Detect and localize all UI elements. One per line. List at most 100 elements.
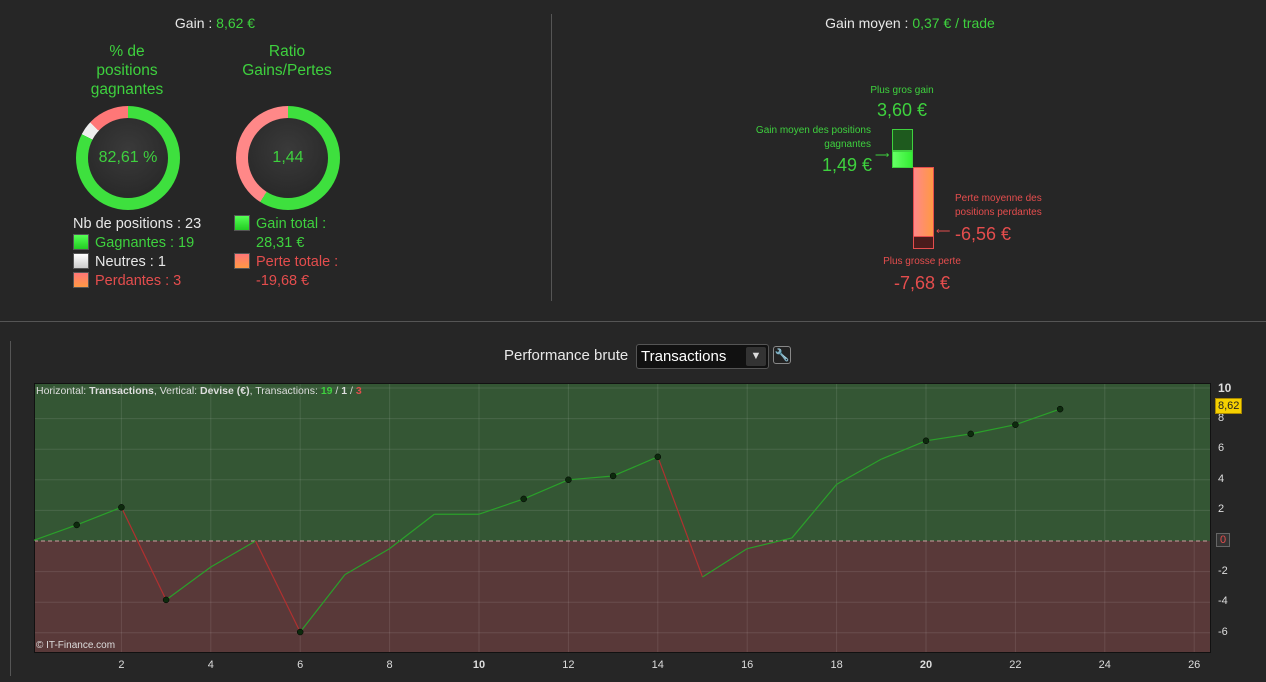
x-tick-label: 26 xyxy=(1188,659,1201,671)
label-line: positions perdantes xyxy=(955,207,1042,218)
win-pct-title: % de positions gagnantes xyxy=(62,42,192,99)
series-segment xyxy=(836,458,882,485)
negative-area xyxy=(34,541,1211,653)
chart-info: Horizontal: Transactions, Vertical: Devi… xyxy=(36,385,362,397)
gain-moyen-label: Gain moyen des positions gagnantes xyxy=(735,124,871,152)
win-pct-donut: 82,61 % xyxy=(76,106,180,210)
info: / xyxy=(347,385,356,397)
x-tick-label: 22 xyxy=(1009,659,1022,671)
series-segment xyxy=(254,540,301,633)
series-segment xyxy=(747,537,793,550)
losses-count: 3 xyxy=(355,385,362,397)
red-swatch xyxy=(73,272,89,288)
arrow-left-icon: ⟵ xyxy=(936,226,951,237)
gain-value: 8,62 € xyxy=(216,15,256,31)
ratio-title: Ratio Gains/Pertes xyxy=(222,42,352,80)
plus-gros-gain-value: 3,60 € xyxy=(876,100,928,120)
performance-chart xyxy=(34,383,1211,653)
x-tick-label: 2 xyxy=(118,659,125,671)
ratio-value: 1,44 xyxy=(248,118,328,198)
y-tick-label: -4 xyxy=(1218,595,1228,608)
series-segment xyxy=(120,507,167,601)
gain-total-value: 28,31 € xyxy=(256,235,305,251)
series-segment xyxy=(299,574,346,633)
chevron-down-icon[interactable]: ▼ xyxy=(746,347,766,366)
plus-grosse-perte-label: Plus grosse perte xyxy=(883,256,961,267)
info: Transactions xyxy=(89,385,154,397)
y-tick-label: 10 xyxy=(1218,381,1232,395)
avg-loss-bar xyxy=(913,167,934,237)
series-segment xyxy=(702,548,748,578)
series-segment xyxy=(165,566,212,601)
positions-legend: Nb de positions : 23 Gagnantes : 19 Neut… xyxy=(73,215,201,291)
horizontal-divider xyxy=(0,321,1266,322)
y-tick-label: 8 xyxy=(1218,411,1225,424)
series-segment xyxy=(925,433,971,442)
x-tick-label: 20 xyxy=(919,659,933,671)
gain-moyen-summary: Gain moyen : 0,37 € / trade xyxy=(760,15,1060,31)
data-point xyxy=(162,596,170,604)
x-tick-label: 4 xyxy=(207,659,214,671)
series-segment xyxy=(1015,408,1061,426)
max-gain-bar xyxy=(892,129,913,151)
info: , Transactions: xyxy=(249,385,321,397)
wrench-icon[interactable]: 🔧 xyxy=(773,346,791,364)
vertical-divider xyxy=(551,14,552,301)
label-line: gagnantes xyxy=(824,139,871,150)
data-point xyxy=(654,453,662,461)
data-point xyxy=(565,476,572,484)
data-point xyxy=(73,521,80,529)
positive-area xyxy=(34,383,1211,541)
data-point xyxy=(520,495,527,503)
x-tick-label: 16 xyxy=(741,659,754,671)
info: / xyxy=(332,385,342,397)
max-loss-bar xyxy=(913,236,934,249)
gain-moyen-value: 0,37 € / trade xyxy=(912,15,995,31)
info: , Vertical: xyxy=(153,385,200,397)
series-segment xyxy=(344,548,390,576)
gain-moyen-label: Gain moyen : xyxy=(825,15,913,31)
title-line: Ratio xyxy=(268,43,306,60)
data-point xyxy=(609,472,617,480)
last-value-badge: 8,62 xyxy=(1215,398,1243,414)
gain-label: Gain : xyxy=(174,15,217,31)
series-segment xyxy=(389,513,435,550)
x-tick-label: 18 xyxy=(830,659,843,671)
y-tick-label: 2 xyxy=(1218,503,1225,516)
title-line: % de xyxy=(109,43,145,60)
perte-total-label: Perte totale : xyxy=(256,254,339,270)
series-segment xyxy=(657,456,704,578)
data-point xyxy=(118,504,125,511)
x-tick-label: 24 xyxy=(1098,659,1111,671)
series-segment xyxy=(478,498,524,515)
positions-total: Nb de positions : 23 xyxy=(73,216,202,232)
mode-select[interactable]: Transactions ▼ xyxy=(636,344,769,369)
series-segment xyxy=(970,424,1016,435)
info: Devise (€) xyxy=(200,385,250,397)
green-swatch xyxy=(234,215,250,231)
perdantes-count: Perdantes : 3 xyxy=(95,273,182,289)
data-point xyxy=(967,430,974,438)
red-swatch xyxy=(234,253,250,269)
white-swatch xyxy=(73,253,89,269)
copyright: © IT-Finance.com xyxy=(36,640,116,651)
plus-grosse-perte-value: -7,68 € xyxy=(893,273,951,293)
avg-gain-bar xyxy=(892,151,913,168)
neutres-count: Neutres : 1 xyxy=(95,254,166,270)
y-tick-label: 6 xyxy=(1218,442,1225,455)
neutral-count: 1 xyxy=(341,385,348,397)
zero-badge: 0 xyxy=(1216,533,1231,547)
x-tick-label: 14 xyxy=(651,659,664,671)
series-segment xyxy=(568,475,614,481)
series-segment xyxy=(76,506,122,526)
perte-moyenne-label: Perte moyenne des positions perdantes xyxy=(955,192,1042,220)
series-segment xyxy=(791,484,838,539)
y-tick-label: -6 xyxy=(1218,625,1228,638)
x-tick-label: 8 xyxy=(386,659,393,671)
label-line: Gain moyen des positions xyxy=(755,125,871,136)
plot-border xyxy=(34,383,1211,653)
wins-count: 19 xyxy=(320,385,333,397)
title-line: Gains/Pertes xyxy=(242,62,332,79)
series-segment xyxy=(210,540,256,568)
gain-moyen-value: 1,49 € xyxy=(821,155,872,175)
